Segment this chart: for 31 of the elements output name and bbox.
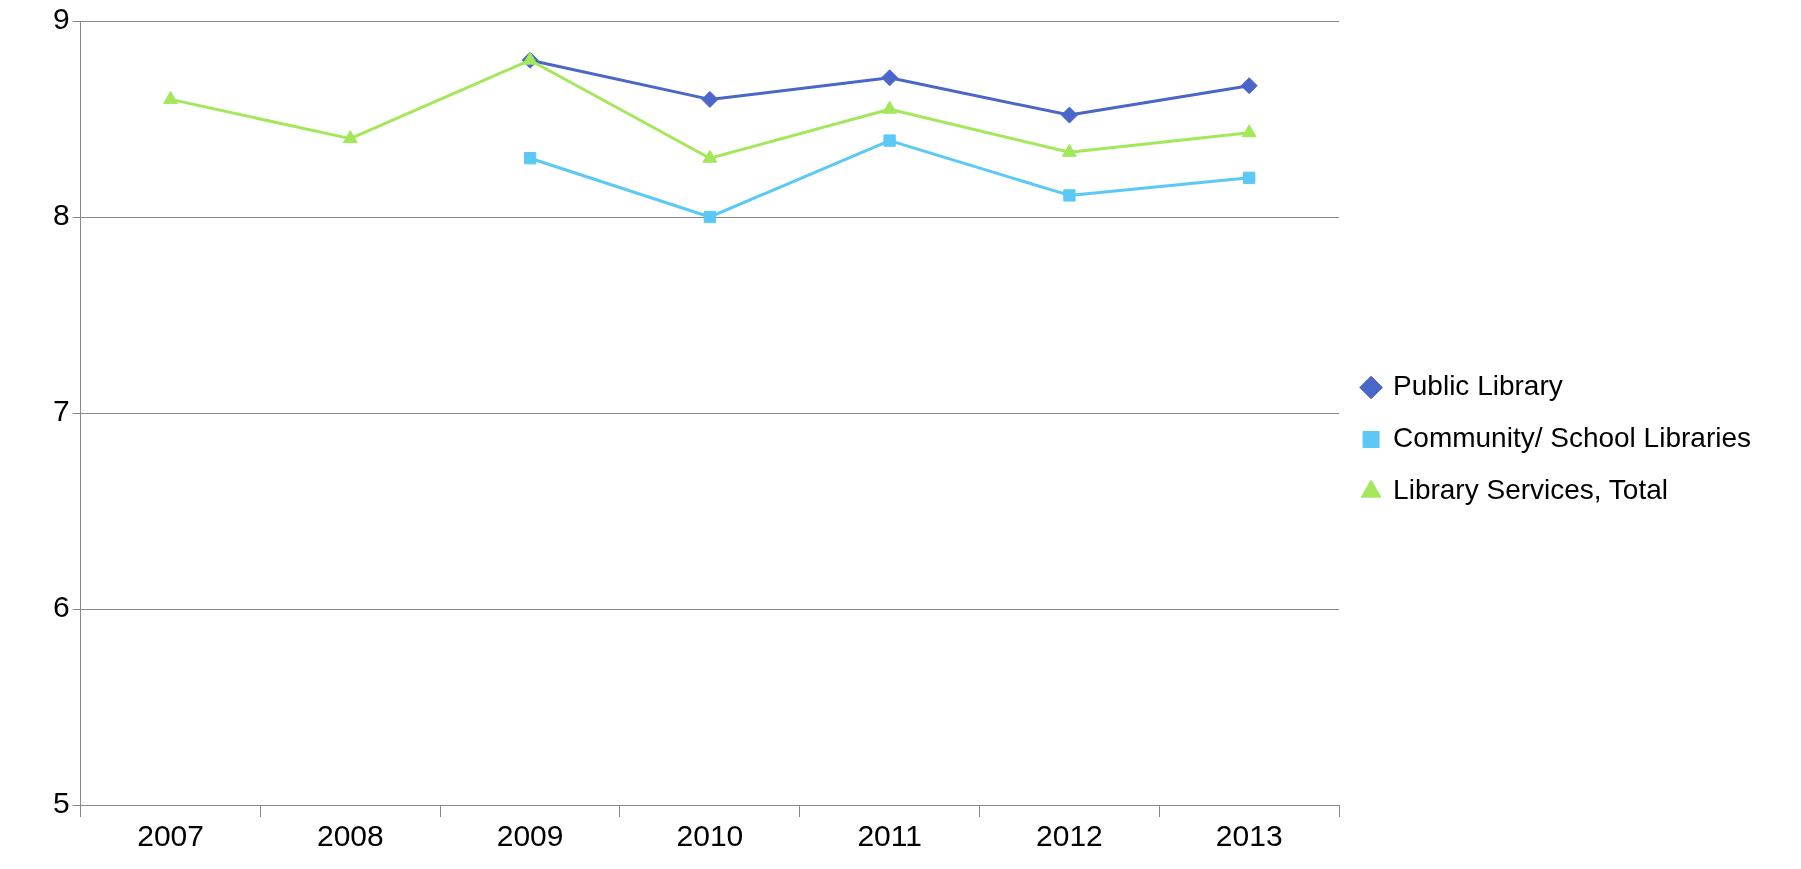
x-tick-label: 2008	[316, 819, 384, 853]
point	[1062, 143, 1077, 157]
point	[1243, 171, 1256, 184]
legend-label: Community/ School Libraries	[1393, 422, 1752, 454]
y-tick-label: 9	[53, 2, 70, 36]
x-tick-label: 2009	[496, 819, 564, 853]
point	[523, 152, 537, 165]
x-tick-label: 2011	[857, 819, 922, 853]
y-tick-label: 8	[53, 198, 70, 232]
x-tick-label: 2010	[676, 819, 744, 853]
point	[883, 134, 896, 147]
point	[702, 149, 718, 163]
point	[163, 90, 178, 104]
y-tick-label: 5	[53, 786, 70, 820]
point	[703, 210, 717, 224]
x-tick-label: 2013	[1215, 819, 1283, 853]
point	[1241, 124, 1257, 138]
point	[1063, 189, 1076, 202]
point	[701, 90, 719, 108]
legend-label: Public Library	[1393, 370, 1563, 402]
point	[881, 69, 899, 87]
y-tick-label: 6	[53, 590, 70, 624]
y-tick-label: 7	[53, 394, 70, 428]
point	[1240, 77, 1258, 95]
point	[342, 130, 358, 144]
x-tick-label: 2012	[1036, 819, 1103, 853]
point	[1060, 106, 1078, 124]
point	[522, 51, 538, 65]
point	[882, 100, 898, 114]
legend-label: Library Services, Total	[1393, 474, 1669, 506]
x-tick-label: 2007	[137, 819, 204, 853]
